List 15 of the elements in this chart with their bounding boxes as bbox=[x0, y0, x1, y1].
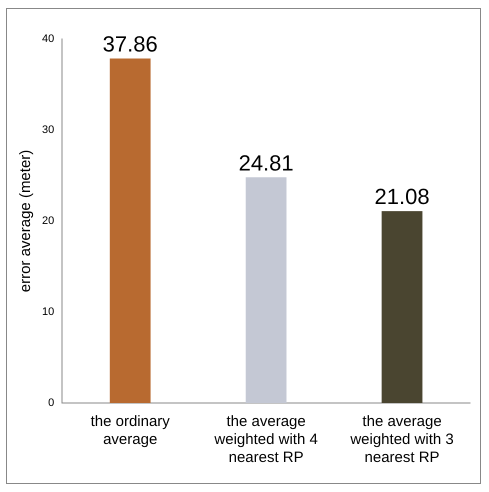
bar bbox=[110, 58, 151, 403]
data-label: 37.86 bbox=[102, 32, 158, 57]
y-tick-label: 20 bbox=[42, 215, 54, 228]
data-label: 21.08 bbox=[374, 184, 430, 210]
y-tick-label: 40 bbox=[42, 33, 54, 46]
data-label: 24.81 bbox=[238, 150, 294, 176]
x-tick-label: the ordinary average bbox=[90, 413, 170, 448]
y-tick-label: 10 bbox=[42, 306, 54, 318]
y-tick-label: 0 bbox=[48, 397, 54, 410]
bar bbox=[382, 211, 422, 403]
x-tick-label: the average weighted with 3 nearest RP bbox=[349, 413, 454, 466]
y-axis-title: error average (meter) bbox=[17, 150, 34, 292]
bar bbox=[246, 177, 287, 403]
y-tick-label: 30 bbox=[42, 124, 54, 136]
x-tick-label: the average weighted with 4 nearest RP bbox=[213, 413, 318, 466]
